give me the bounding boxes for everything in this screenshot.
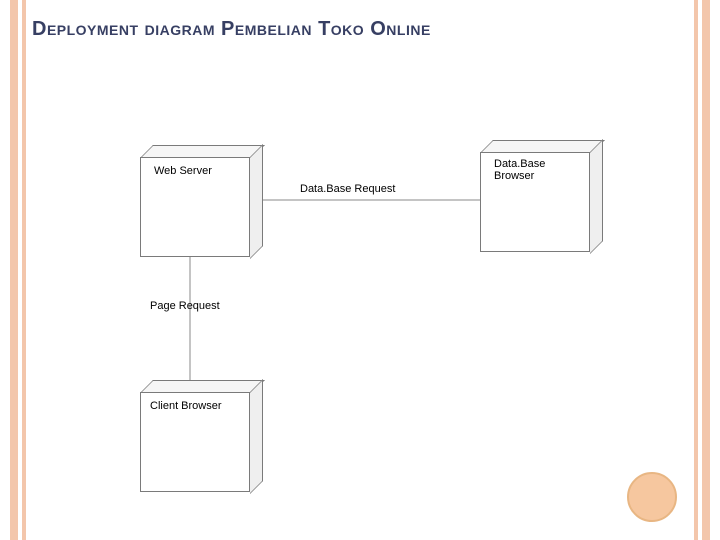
deployment-diagram: Web Server Data.Base Browser Client Brow… xyxy=(0,0,720,540)
diagram-connectors xyxy=(0,0,720,540)
node-database-browser: Data.Base Browser xyxy=(480,140,602,252)
node-web-server-side xyxy=(250,144,263,259)
node-database-browser-side xyxy=(590,139,603,254)
decor-circle xyxy=(627,472,677,522)
node-web-server: Web Server xyxy=(140,145,262,257)
node-client-browser-side xyxy=(250,379,263,494)
edge-page-request-label: Page Request xyxy=(150,300,220,312)
edge-db-request-label: Data.Base Request xyxy=(300,183,395,195)
node-database-browser-label: Data.Base Browser xyxy=(494,158,545,182)
node-client-browser: Client Browser xyxy=(140,380,262,492)
node-web-server-label: Web Server xyxy=(154,165,212,177)
node-client-browser-label: Client Browser xyxy=(150,400,222,412)
